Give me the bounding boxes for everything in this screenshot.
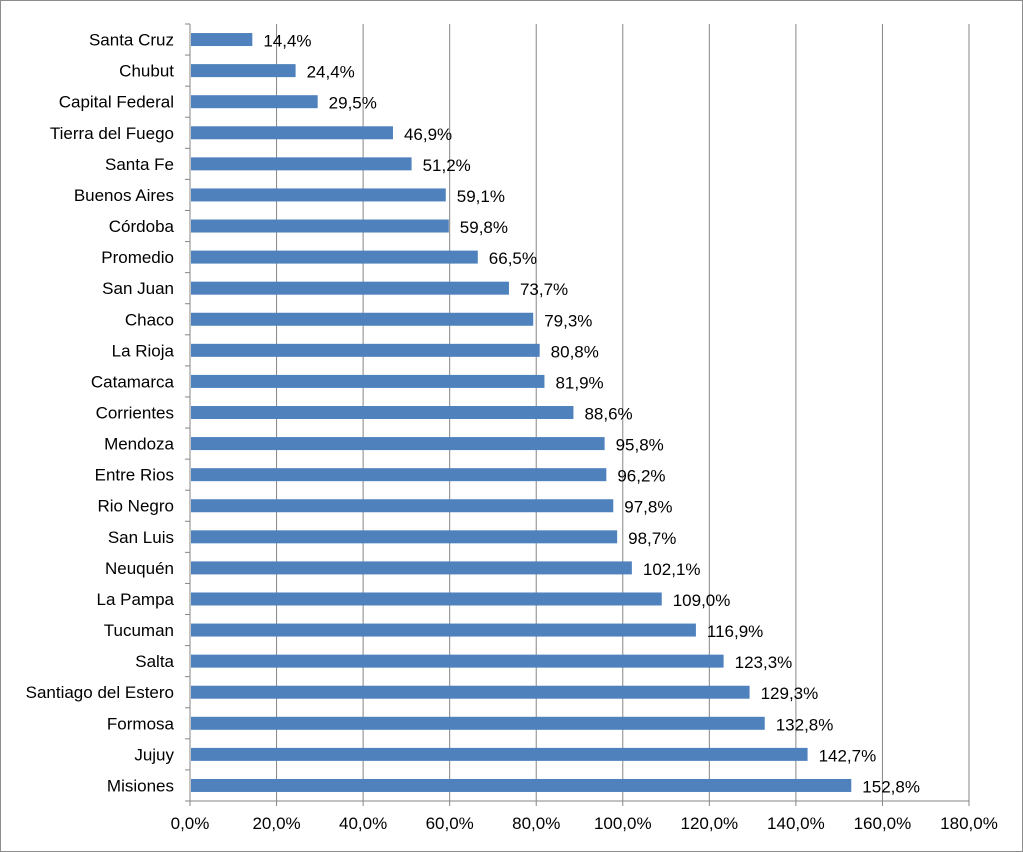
x-tick-label: 100,0% [594,814,652,833]
bar [191,33,253,47]
bar [191,685,750,699]
data-label: 79,3% [544,311,592,330]
category-label: Córdoba [109,217,175,236]
data-label: 116,9% [707,622,763,641]
data-label: 142,7% [819,746,877,765]
category-label: Formosa [107,714,175,733]
category-label: Santa Cruz [89,31,174,50]
category-label: Catamarca [91,372,175,391]
bar [191,499,614,513]
data-label: 66,5% [489,249,537,268]
category-label: Misiones [107,776,174,795]
data-label: 80,8% [551,342,599,361]
data-label: 29,5% [329,94,377,113]
bar [191,250,478,264]
data-label: 97,8% [624,498,672,517]
category-label: Corrientes [96,404,174,423]
category-label: Santa Fe [105,155,174,174]
data-label: 129,3% [761,684,819,703]
data-label: 152,8% [862,777,920,796]
data-label: 98,7% [628,529,676,548]
bar [191,312,534,326]
category-label: Buenos Aires [74,186,174,205]
category-label: Entre Rios [95,466,174,485]
category-label: Tucuman [104,621,174,640]
x-tick-label: 160,0% [854,814,912,833]
bar [191,747,808,761]
x-tick-label: 140,0% [767,814,825,833]
data-label: 132,8% [776,715,834,734]
category-label: Chubut [119,62,174,81]
category-label: Chaco [125,310,174,329]
bar [191,64,296,78]
category-label: Tierra del Fuego [50,124,174,143]
bar [191,406,574,419]
category-label: Rio Negro [97,497,174,516]
bar [191,716,765,730]
axes [185,23,970,806]
data-label: 73,7% [520,280,568,299]
bar [191,437,605,451]
bar [191,157,412,171]
category-label: Neuquén [105,559,174,578]
data-label: 96,2% [617,467,665,486]
bar [191,126,393,140]
x-tick-label: 20,0% [252,814,300,833]
data-label: 88,6% [584,405,632,424]
bar [191,623,696,637]
bar [191,374,545,388]
bar [191,281,509,295]
data-label: 14,4% [263,32,311,51]
bar [191,592,662,606]
x-tick-label: 80,0% [512,814,560,833]
bar [191,188,446,202]
x-tick-label: 0,0% [171,814,210,833]
bar [191,343,540,357]
bar [191,530,618,544]
category-label: San Juan [102,279,174,298]
category-label: San Luis [108,528,174,547]
category-label: Santiago del Estero [26,683,174,702]
category-label: Jujuy [134,745,174,764]
bar [191,468,607,482]
data-label: 46,9% [404,125,452,144]
category-label: Promedio [101,248,174,267]
bar [191,654,724,668]
data-label: 59,1% [457,187,505,206]
data-label: 102,1% [643,560,701,579]
category-label: La Rioja [112,341,175,360]
data-label: 81,9% [555,373,603,392]
category-label: Salta [135,652,174,671]
labels: 0,0% 20,0% 40,0% 60,0% 80,0% 100,0% 120,0% 140,… [26,31,998,833]
bar [191,219,449,233]
data-label: 123,3% [735,653,793,672]
x-tick-label: 120,0% [680,814,738,833]
category-label: Capital Federal [59,93,174,112]
bar [191,95,318,109]
x-tick-label: 60,0% [426,814,474,833]
gridlines [276,24,970,801]
category-label: Mendoza [104,435,174,454]
bar [191,561,632,575]
category-label: La Pampa [97,590,175,609]
data-label: 95,8% [616,436,664,455]
bars [191,33,852,792]
x-tick-label: 180,0% [940,814,998,833]
bar [191,778,852,792]
data-label: 24,4% [307,63,355,82]
data-label: 109,0% [673,591,731,610]
data-label: 51,2% [423,156,471,175]
data-label: 59,8% [460,218,508,237]
x-tick-label: 40,0% [339,814,387,833]
